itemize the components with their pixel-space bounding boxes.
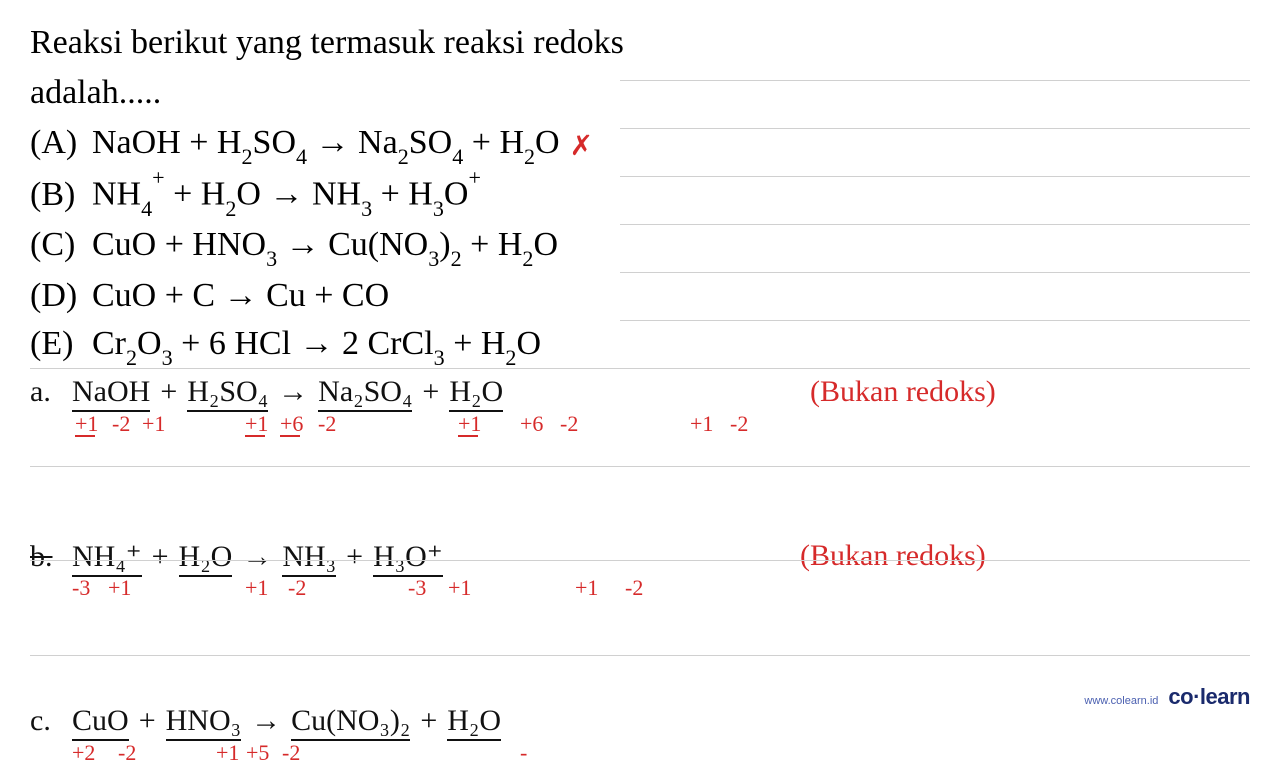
hand-row-label: a. xyxy=(30,375,70,409)
oxidation-number: +1 xyxy=(216,740,239,766)
hand-species: → xyxy=(251,704,281,738)
redox-comment: (Bukan redoks) xyxy=(810,375,996,409)
hand-species: + xyxy=(346,540,363,574)
oxidation-number: -3 xyxy=(408,575,426,601)
oxidation-number: +2 xyxy=(72,740,95,766)
option-c: (C) CuO + HNO3 → Cu(NO3)2 + H2O xyxy=(30,222,1250,271)
hand-species: NH₄⁺ xyxy=(72,539,142,574)
option-b-label: (B) xyxy=(30,172,92,218)
option-a-eq: NaOH + H2SO4 → Na2SO4 + H2O xyxy=(92,120,560,169)
oxidation-number: -2 xyxy=(282,740,300,766)
oxidation-number: -2 xyxy=(730,411,748,437)
oxidation-number: +1 xyxy=(458,411,481,437)
oxidation-number: +1 xyxy=(245,575,268,601)
hand-species: + xyxy=(139,704,156,738)
option-e-label: (E) xyxy=(30,321,92,367)
cross-mark-icon: ✗ xyxy=(570,128,593,166)
hand-species: → xyxy=(278,375,308,409)
hand-row: c.CuO+HNO₃→Cu(NO₃)₂+H₂O+2-2+1+5-2- xyxy=(30,704,1250,738)
oxidation-number: +1 xyxy=(75,411,98,437)
oxidation-number: +1 xyxy=(575,575,598,601)
brand-dot: · xyxy=(1193,684,1200,709)
option-c-eq: CuO + HNO3 → Cu(NO3)2 + H2O xyxy=(92,222,558,271)
hand-species: CuO xyxy=(72,704,129,738)
oxidation-number: -2 xyxy=(560,411,578,437)
hand-species: + xyxy=(152,540,169,574)
hand-species: NH₃ xyxy=(282,540,336,574)
oxidation-number: +1 xyxy=(142,411,165,437)
option-c-label: (C) xyxy=(30,222,92,268)
option-d: (D) CuO + C → Cu + CO xyxy=(30,273,1250,319)
hand-species: + xyxy=(420,704,437,738)
brand-part-a: co xyxy=(1168,684,1193,709)
hand-equation: c.CuO + HNO₃ → Cu(NO₃)₂ + H₂O xyxy=(30,704,1250,738)
question-block: Reaksi berikut yang termasuk reaksi redo… xyxy=(30,20,1250,371)
hand-species: H₂SO₄ xyxy=(187,375,268,409)
oxidation-row: -3 +1 +1 -2 -3 +1 +1 -2 xyxy=(30,575,1250,599)
brand-logo: co·learn xyxy=(1168,684,1250,710)
footer-url: www.colearn.id xyxy=(1084,695,1158,707)
hand-row: b.NH₄⁺+H₂O→NH₃+H₃O⁺-3+1+1-2-3+1+1-2(Buka… xyxy=(30,539,1250,574)
hand-species: + xyxy=(422,375,439,409)
hand-equation: a.NaOH + H₂SO₄ → Na₂SO₄ + H₂O xyxy=(30,375,1250,409)
option-a-label: (A) xyxy=(30,120,92,166)
hand-species: H₃O⁺ xyxy=(373,539,443,574)
oxidation-number: -2 xyxy=(625,575,643,601)
hand-row: a.NaOH+H₂SO₄→Na₂SO₄+H₂O+1-2+1+1+6-2+1+6-… xyxy=(30,375,1250,409)
hand-species: H₂O xyxy=(449,375,503,409)
oxidation-number: +1 xyxy=(448,575,471,601)
oxidation-number: +5 xyxy=(246,740,269,766)
hand-species: Cu(NO₃)₂ xyxy=(291,704,410,738)
option-d-eq: CuO + C → Cu + CO xyxy=(92,273,389,319)
hand-species: → xyxy=(242,540,272,574)
oxidation-number: - xyxy=(520,740,527,766)
oxidation-number: +1 xyxy=(108,575,131,601)
oxidation-row: +2 -2 +1 +5 -2 - xyxy=(30,740,1250,764)
oxidation-number: -2 xyxy=(118,740,136,766)
hand-species: NaOH xyxy=(72,375,150,409)
hand-species: Na₂SO₄ xyxy=(318,375,412,409)
option-a: (A) NaOH + H2SO4 → Na2SO4 + H2O ✗ xyxy=(30,120,1250,169)
option-e-eq: Cr2O3 + 6 HCl → 2 CrCl3 + H2O xyxy=(92,321,541,370)
oxidation-number: +1 xyxy=(690,411,713,437)
options-list: (A) NaOH + H2SO4 → Na2SO4 + H2O ✗ (B) NH… xyxy=(30,120,1250,370)
option-e: (E) Cr2O3 + 6 HCl → 2 CrCl3 + H2O xyxy=(30,321,1250,370)
oxidation-number: +6 xyxy=(520,411,543,437)
oxidation-number: -2 xyxy=(112,411,130,437)
hand-row-label: c. xyxy=(30,704,70,738)
redox-comment: (Bukan redoks) xyxy=(800,539,986,573)
question-line-1: Reaksi berikut yang termasuk reaksi redo… xyxy=(30,20,1250,66)
question-line-2: adalah..... xyxy=(30,70,1250,116)
hand-species: H₂O xyxy=(447,704,501,738)
option-b: (B) NH4+ + H2O → NH3 + H3O+ xyxy=(30,170,1250,220)
brand-part-b: learn xyxy=(1200,684,1250,709)
oxidation-number: +6 xyxy=(280,411,303,437)
footer: www.colearn.id co·learn xyxy=(1084,684,1250,710)
oxidation-number: -3 xyxy=(72,575,90,601)
oxidation-number: +1 xyxy=(245,411,268,437)
handwritten-work: a.NaOH+H₂SO₄→Na₂SO₄+H₂O+1-2+1+1+6-2+1+6-… xyxy=(30,375,1250,580)
option-b-eq: NH4+ + H2O → NH3 + H3O+ xyxy=(92,170,481,220)
hand-species: + xyxy=(160,375,177,409)
hand-species: HNO₃ xyxy=(166,704,241,738)
oxidation-row: +1 -2 +1 +1 +6 -2 +1 +6 -2 +1 -2 xyxy=(30,411,1250,435)
hand-species: H₂O xyxy=(179,540,233,574)
hand-equation: b.NH₄⁺ + H₂O → NH₃ + H₃O⁺ xyxy=(30,539,1250,574)
option-d-label: (D) xyxy=(30,273,92,319)
oxidation-number: -2 xyxy=(318,411,336,437)
hand-row-label: b. xyxy=(30,540,70,574)
oxidation-number: -2 xyxy=(288,575,306,601)
